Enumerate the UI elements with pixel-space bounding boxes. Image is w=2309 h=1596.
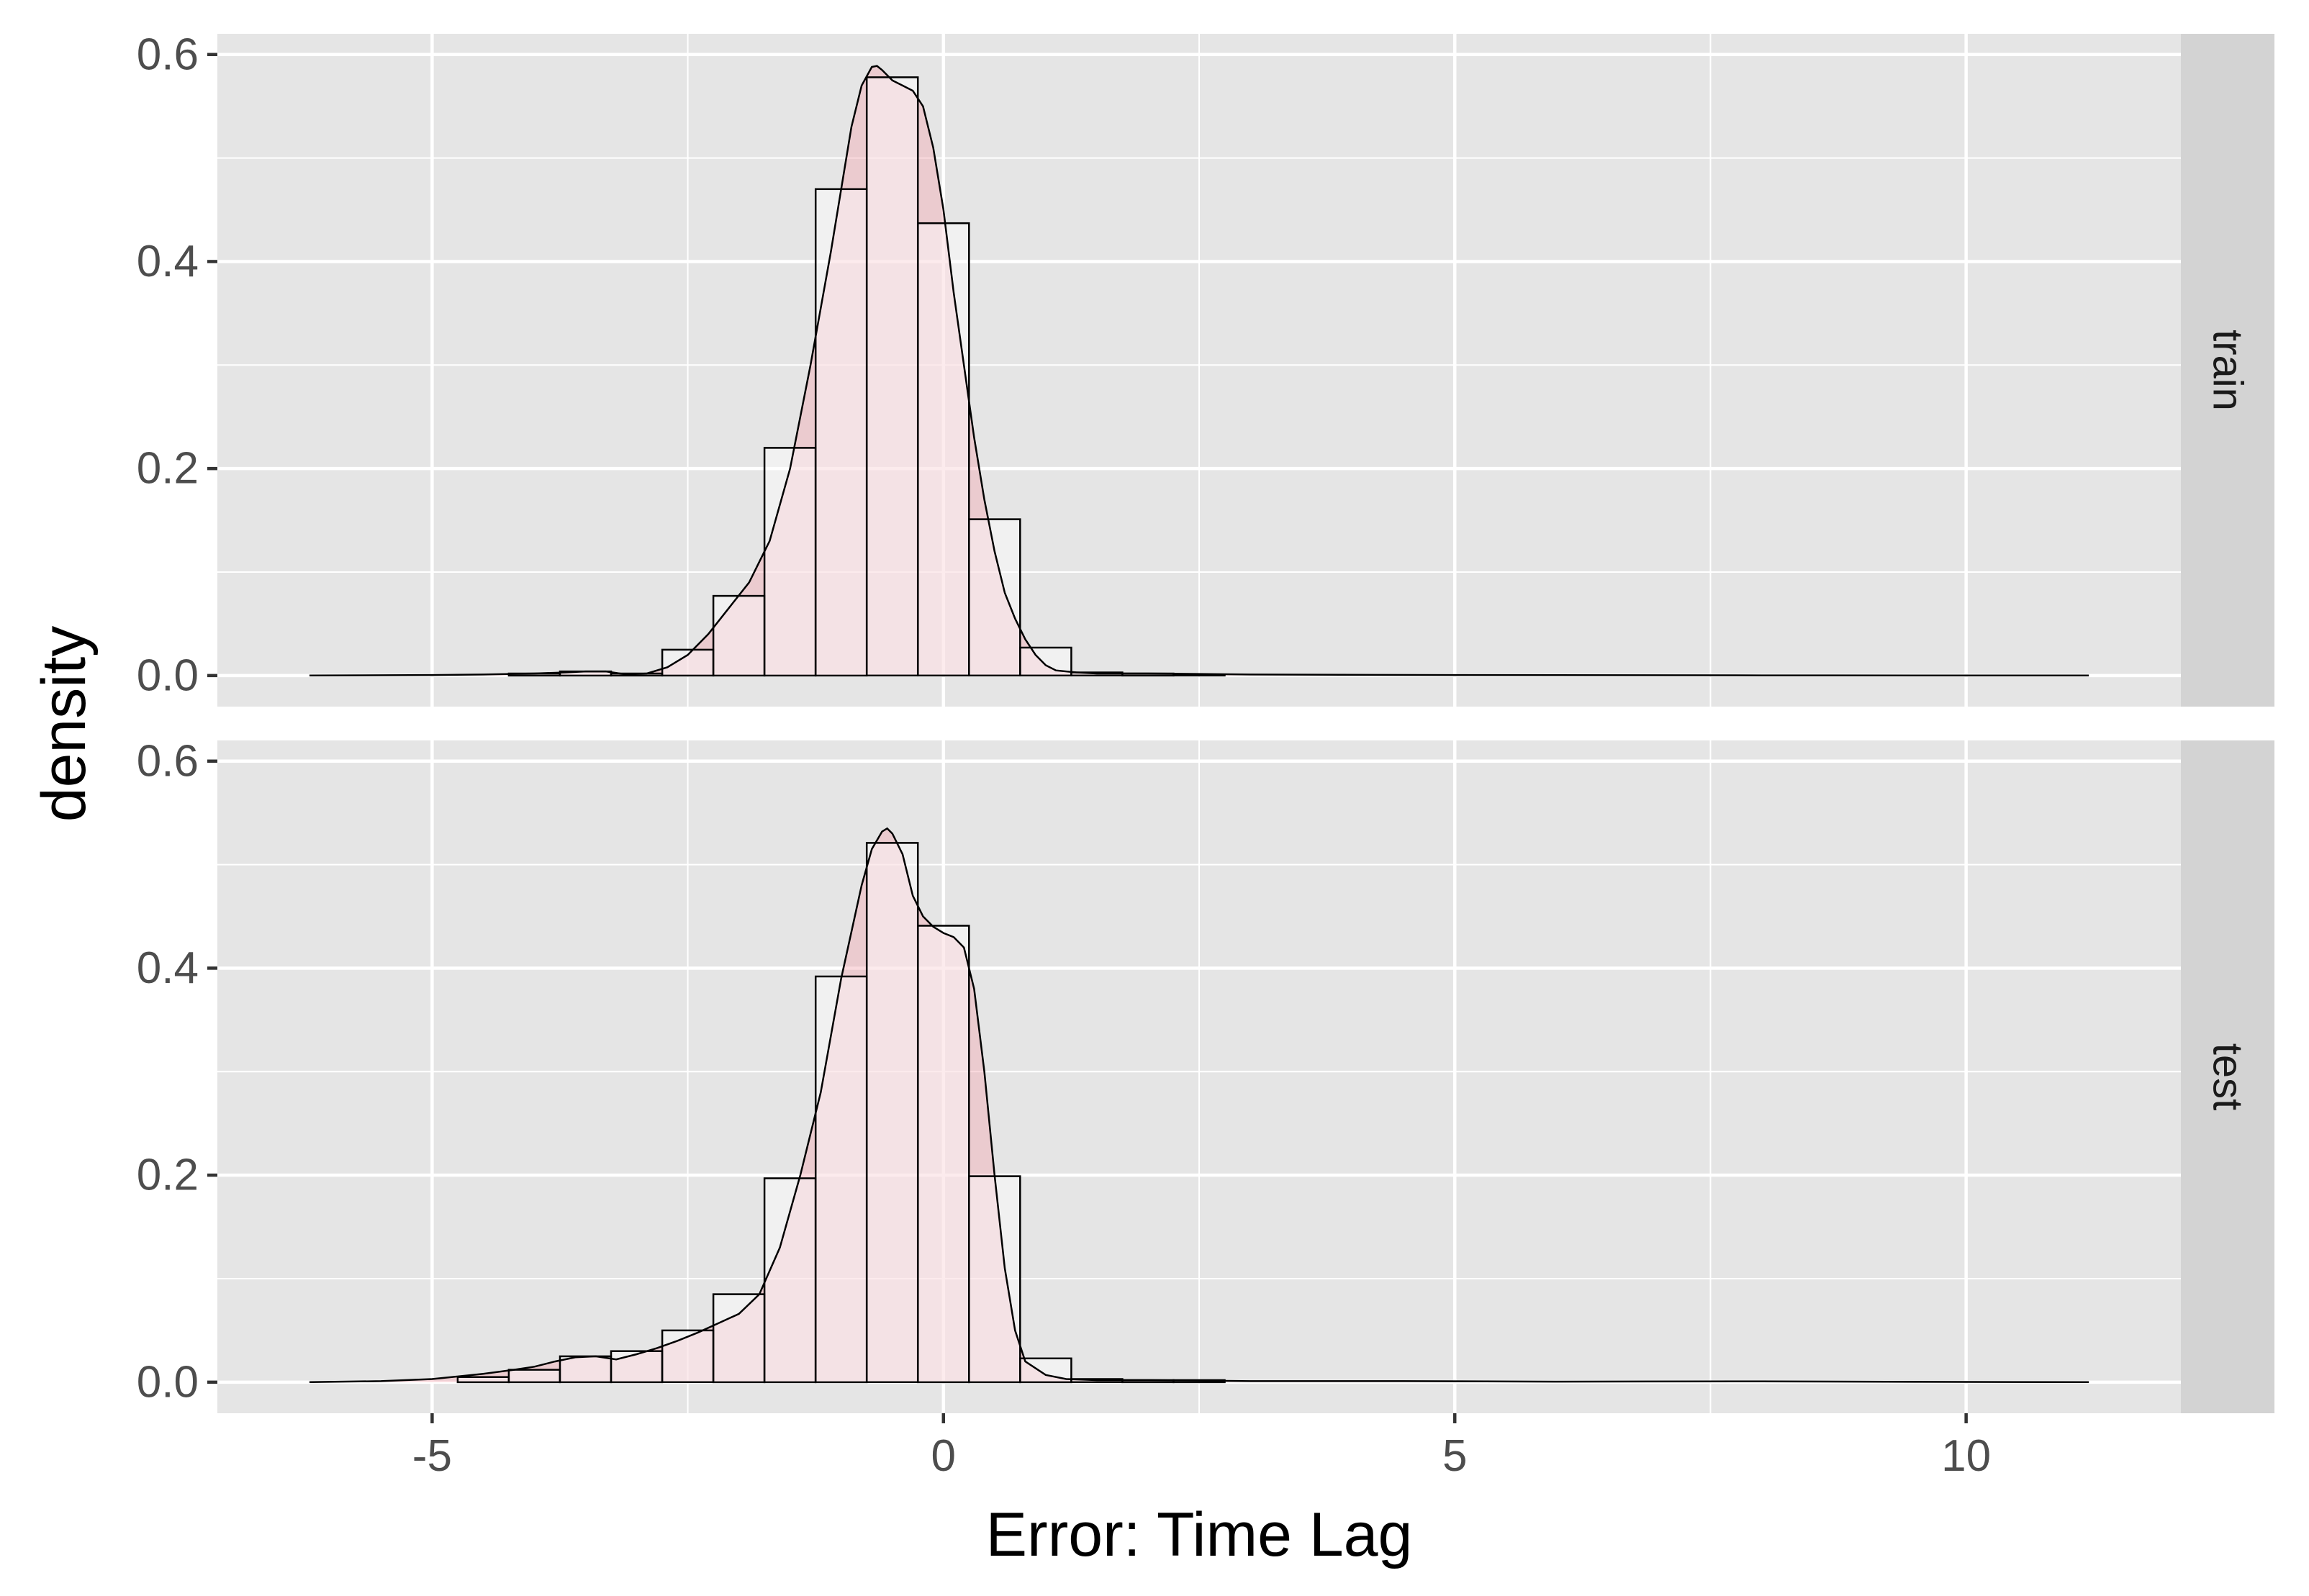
y-tick-label: 0.6 xyxy=(137,30,199,79)
density-line xyxy=(309,65,2089,677)
x-tick-label: 10 xyxy=(1941,1431,1991,1481)
histogram-layer xyxy=(456,842,1226,1384)
histogram-bar xyxy=(507,1369,561,1384)
histogram-bar xyxy=(814,188,868,677)
y-tick-label: 0.6 xyxy=(137,736,199,786)
y-tick-label: 0.0 xyxy=(137,1357,199,1407)
histogram-bar xyxy=(865,76,919,677)
y-tick-label: 0.4 xyxy=(137,237,199,286)
y-tick-label: 0.4 xyxy=(137,943,199,993)
histogram-bar xyxy=(763,447,817,677)
histogram-bar xyxy=(712,1293,766,1384)
histogram-bar xyxy=(661,648,715,677)
y-axis: 0.0 0.2 0.4 0.6 xyxy=(137,30,217,700)
x-axis: -5 0 5 10 xyxy=(412,1413,1991,1481)
y-axis: 0.0 0.2 0.4 0.6 xyxy=(137,736,217,1407)
y-tick-label: 0.0 xyxy=(137,650,199,700)
facet-panel-test: 0.0 0.2 0.4 0.6 test xyxy=(137,736,2274,1413)
x-tick-label: -5 xyxy=(412,1431,452,1481)
histogram-bar xyxy=(968,518,1021,677)
x-tick-label: 5 xyxy=(1442,1431,1467,1481)
histogram-bar xyxy=(917,222,970,677)
histogram-bar xyxy=(610,1350,664,1384)
x-axis-title: Error: Time Lag xyxy=(986,1500,1413,1569)
histogram-bar xyxy=(661,1329,715,1384)
x-tick-label: 0 xyxy=(931,1431,956,1481)
density-line xyxy=(309,827,2089,1384)
facet-strip xyxy=(2181,740,2274,1413)
y-axis-title: density xyxy=(30,626,99,822)
y-tick-label: 0.2 xyxy=(137,444,199,494)
histogram-bar xyxy=(712,594,766,677)
histogram-bar xyxy=(968,1175,1021,1384)
facet-strip-label: test xyxy=(2205,1043,2251,1111)
histogram-bar xyxy=(814,975,868,1384)
facet-panel-train: 0.0 0.2 0.4 0.6 train xyxy=(137,30,2274,707)
histogram-bar xyxy=(865,842,919,1384)
histogram-bar xyxy=(559,1355,613,1384)
y-tick-label: 0.2 xyxy=(137,1151,199,1200)
facet-strip xyxy=(2181,34,2274,707)
histogram-bar xyxy=(917,925,970,1384)
facet-strip-label: train xyxy=(2205,330,2251,411)
histogram-bar xyxy=(456,1376,510,1384)
